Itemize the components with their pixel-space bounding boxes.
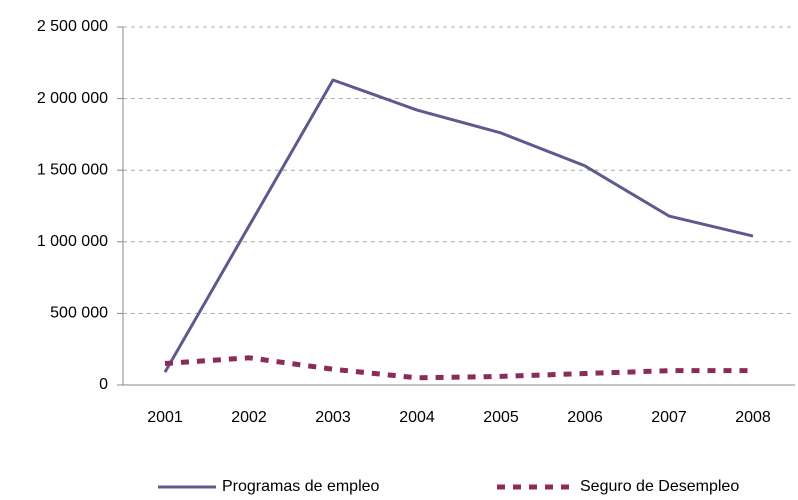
- x-tick-label: 2005: [483, 409, 519, 426]
- x-tick-label: 2001: [147, 409, 183, 426]
- x-tick-label: 2002: [231, 409, 267, 426]
- legend-label: Programas de empleo: [222, 478, 380, 495]
- y-tick-label: 500 000: [50, 305, 108, 322]
- x-tick-label: 2004: [399, 409, 435, 426]
- x-tick-label: 2003: [315, 409, 351, 426]
- x-tick-label: 2007: [651, 409, 687, 426]
- y-tick-label: 2 000 000: [37, 90, 108, 107]
- y-tick-label: 0: [99, 376, 108, 393]
- series-line: [164, 355, 753, 381]
- y-tick-label: 2 500 000: [37, 18, 108, 35]
- x-tick-label: 2006: [567, 409, 603, 426]
- series-line: [163, 78, 754, 373]
- y-tick-label: 1 000 000: [37, 233, 108, 250]
- x-tick-label: 2008: [735, 409, 771, 426]
- legend-label: Seguro de Desempleo: [580, 478, 739, 495]
- y-tick-label: 1 500 000: [37, 161, 108, 178]
